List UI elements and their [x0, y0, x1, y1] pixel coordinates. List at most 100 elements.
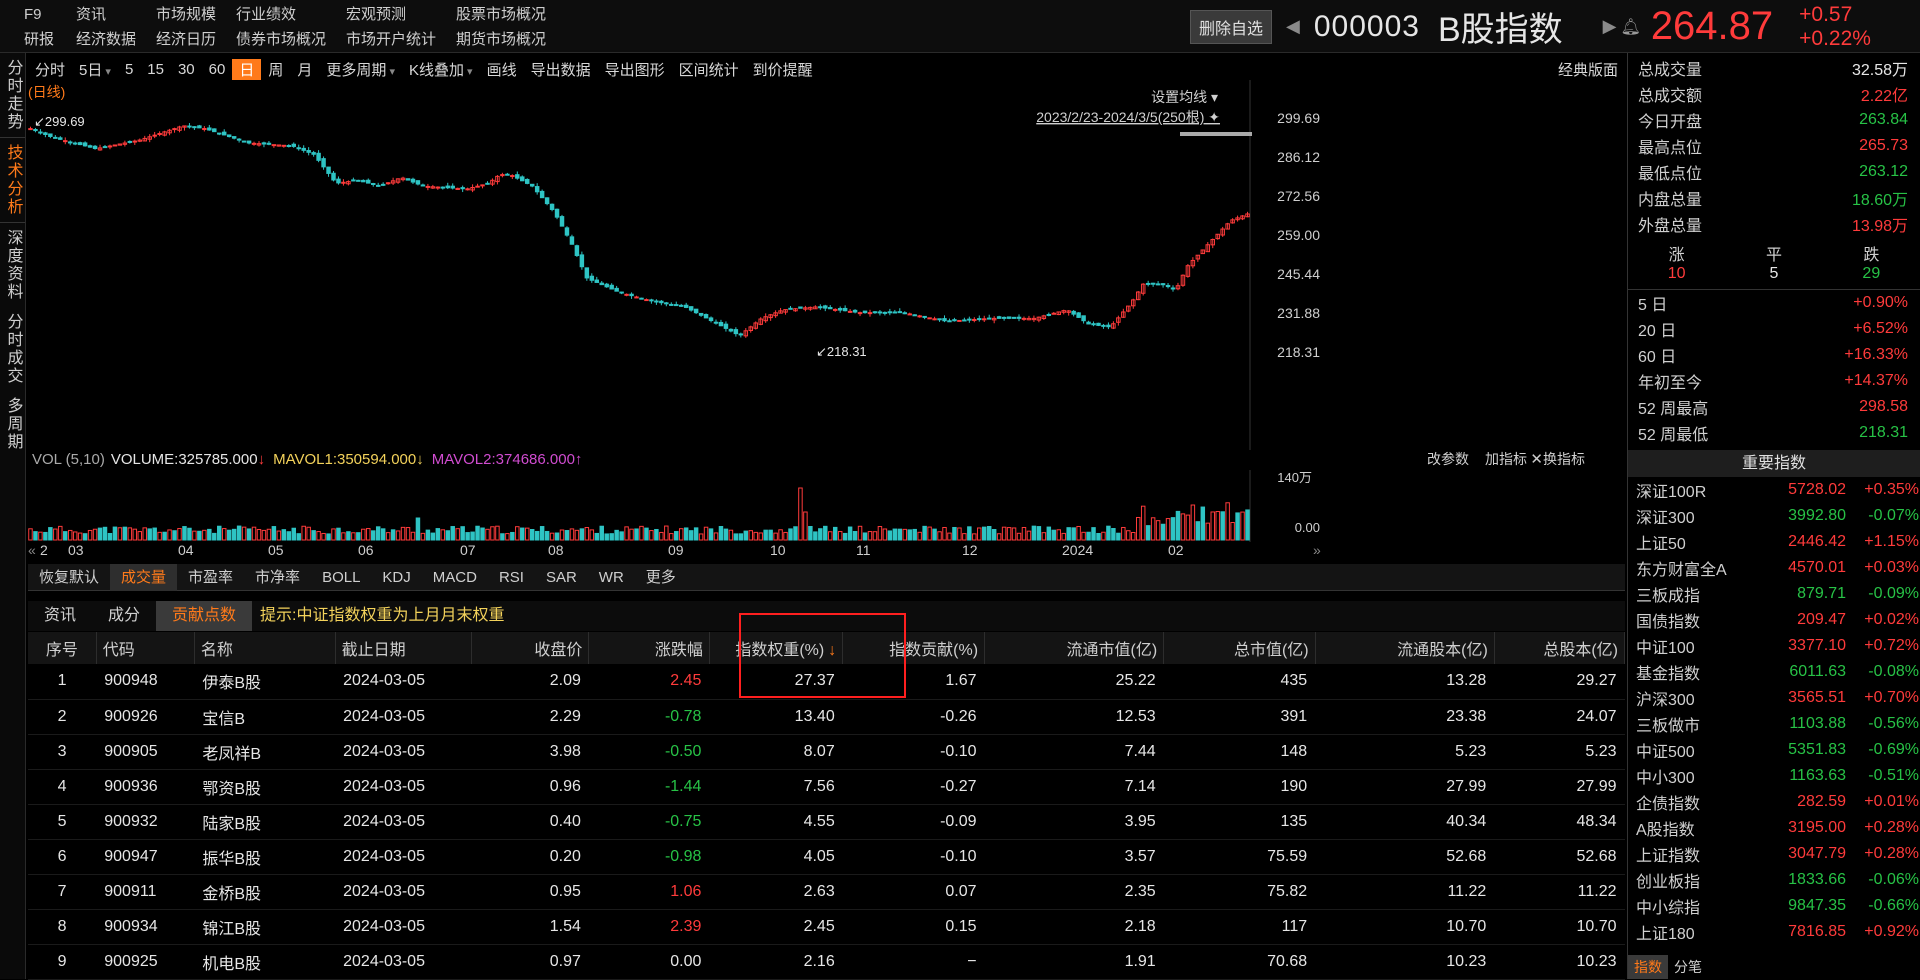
vol-action-button[interactable]: 改参数 — [1427, 451, 1469, 467]
chart-toolbar-item[interactable]: 5日 — [72, 59, 118, 80]
indicator-tab[interactable]: MACD — [432, 568, 477, 586]
next-stock-icon[interactable]: ▶ — [1602, 16, 1617, 36]
indicator-tab[interactable]: SAR — [545, 568, 577, 586]
table-row[interactable]: 8 900934 锦江B股 2024-03-05 1.54 2.39 2.45 0.15 2.1… — [28, 909, 1625, 945]
table-row[interactable]: 2 900926 宝信B 2024-03-05 2.29 -0.78 13.40 -0.26 1… — [28, 699, 1625, 735]
index-row[interactable]: 中证500 5351.83 -0.69% — [1628, 737, 1920, 763]
index-row[interactable]: 中证100 3377.10 +0.72% — [1628, 633, 1920, 659]
index-row[interactable]: 基金指数 6011.63 -0.08% — [1628, 659, 1920, 685]
index-row[interactable]: 国债指数 209.47 +0.02% — [1628, 607, 1920, 633]
index-row[interactable]: 深证100R 5728.02 +0.35% — [1628, 477, 1920, 503]
index-row[interactable]: 东方财富全A 4570.01 +0.03% — [1628, 555, 1920, 581]
sidebar-item[interactable]: 深度资料 — [0, 223, 25, 307]
indicator-tab[interactable]: 市净率 — [255, 568, 301, 586]
volume-chart[interactable]: 140万 0.00 — [28, 470, 1625, 542]
table-row[interactable]: 3 900905 老凤祥B 2024-03-05 3.98 -0.50 8.07 -0.10 7… — [28, 734, 1625, 770]
index-row[interactable]: 深证300 3992.80 -0.07% — [1628, 503, 1920, 529]
column-header[interactable]: 指数贡献(%) — [842, 632, 986, 664]
indicator-tab[interactable]: 恢复默认 — [39, 568, 100, 586]
indicator-tab[interactable]: 市盈率 — [188, 568, 234, 586]
column-header[interactable]: 收盘价 — [471, 632, 590, 664]
bottom-tab[interactable]: 指数 — [1628, 955, 1668, 979]
delete-watchlist-button[interactable]: 删除自选 — [1190, 9, 1273, 44]
index-row[interactable]: 上证50 2446.42 +1.15% — [1628, 529, 1920, 555]
column-header[interactable]: 指数权重(%) ↓ — [709, 632, 844, 664]
top-nav-item[interactable]: 债券市场概况 — [236, 31, 327, 48]
indicator-tab[interactable]: 成交量 — [110, 563, 178, 591]
column-header[interactable]: 流通股本(亿) — [1315, 632, 1495, 664]
chart-toolbar-item[interactable]: 分时 — [35, 61, 66, 79]
classic-layout-button[interactable]: 经典版面 — [1557, 61, 1618, 79]
index-row[interactable]: 沪深300 3565.51 +0.70% — [1628, 685, 1920, 711]
table-row[interactable]: 4 900936 鄂资B股 2024-03-05 0.96 -1.44 7.56 -0.27 7… — [28, 769, 1625, 805]
top-nav-item[interactable]: 经济日历 — [156, 31, 217, 48]
chart-toolbar-item[interactable]: 更多周期 — [319, 59, 402, 80]
kline-chart[interactable]: (日线) 设置均线 ▾ 2023/2/23-2024/3/5(250根) ✦ 299.… — [28, 80, 1625, 450]
top-nav-item[interactable]: 经济数据 — [76, 31, 137, 48]
column-header[interactable]: 总股本(亿) — [1494, 632, 1626, 664]
indicator-tab[interactable]: 更多 — [645, 568, 676, 586]
column-header[interactable]: 代码 — [96, 632, 195, 664]
chart-toolbar-item[interactable]: 画线 — [486, 61, 517, 79]
column-header[interactable]: 截止日期 — [335, 632, 473, 664]
indicator-tab[interactable]: RSI — [498, 568, 524, 586]
chart-toolbar-item[interactable]: 月 — [297, 61, 313, 79]
column-header[interactable]: 总市值(亿) — [1163, 632, 1316, 664]
chart-toolbar-item[interactable]: 5 — [124, 60, 134, 78]
ma-setting[interactable]: 设置均线 ▾ — [1151, 89, 1218, 105]
index-row[interactable]: A股指数 3195.00 +0.28% — [1628, 815, 1920, 841]
top-nav-item[interactable]: 期货市场概况 — [456, 31, 547, 48]
table-row[interactable]: 7 900911 金桥B股 2024-03-05 0.95 1.06 2.63 0.07 2.3… — [28, 874, 1625, 910]
bell-icon[interactable]: 🔔︎ — [1620, 18, 1641, 36]
sidebar-item[interactable]: 分时成交 — [0, 307, 25, 391]
table-row[interactable]: 9 900925 机电B股 2024-03-05 0.97 0.00 2.16−1.91 70… — [28, 944, 1625, 980]
top-nav-item[interactable]: F9 — [24, 6, 42, 23]
table-tab[interactable]: 成分 — [108, 607, 141, 624]
table-row[interactable]: 6 900947 振华B股 2024-03-05 0.20 -0.98 4.05 -0.10 3… — [28, 839, 1625, 875]
sidebar-item[interactable]: 分时走势 — [0, 53, 25, 137]
table-row[interactable]: 5 900932 陆家B股 2024-03-05 0.40 -0.75 4.55 -0.09 3… — [28, 804, 1625, 840]
chart-toolbar-item[interactable]: 导出图形 — [604, 61, 665, 79]
bottom-tab[interactable]: 分笔 — [1674, 959, 1702, 975]
chart-toolbar-item[interactable]: K线叠加 — [402, 59, 480, 80]
chart-toolbar-item[interactable]: 到价提醒 — [752, 61, 813, 79]
index-row[interactable]: 企债指数 282.59 +0.01% — [1628, 789, 1920, 815]
index-row[interactable]: 创业板指 1833.66 -0.06% — [1628, 867, 1920, 893]
top-nav-item[interactable]: 市场开户统计 — [346, 31, 437, 48]
chart-toolbar-item[interactable]: 60 — [208, 60, 226, 78]
top-nav-item[interactable]: 资讯 — [76, 6, 107, 23]
date-range[interactable]: 2023/2/23-2024/3/5(250根) ✦ — [1036, 109, 1220, 125]
range-scrollbar[interactable] — [1180, 132, 1252, 136]
column-header[interactable]: 名称 — [194, 632, 336, 664]
prev-stock-icon[interactable]: ◀ — [1286, 16, 1300, 36]
chart-toolbar-item[interactable]: 区间统计 — [678, 61, 739, 79]
column-header[interactable]: 序号 — [28, 632, 97, 664]
top-nav-item[interactable]: 股票市场概况 — [456, 6, 547, 23]
index-row[interactable]: 三板成指 879.71 -0.09% — [1628, 581, 1920, 607]
index-row[interactable]: 上证180 7816.85 +0.92% — [1628, 919, 1920, 945]
scroll-left-icon[interactable]: « — [28, 542, 36, 558]
chart-toolbar-item[interactable]: 日 — [232, 58, 262, 80]
close-vol-icon[interactable]: ✕ — [1530, 451, 1543, 468]
top-nav-item[interactable]: 行业绩效 — [236, 6, 297, 23]
column-header[interactable]: 涨跌幅 — [588, 632, 710, 664]
indicator-tab[interactable]: WR — [598, 568, 624, 586]
table-row[interactable]: 1 900948 伊泰B股 2024-03-05 2.09 2.45 27.37 1.67 25… — [28, 664, 1625, 700]
top-nav-item[interactable]: 宏观预测 — [346, 6, 407, 23]
top-nav-item[interactable]: 研报 — [24, 31, 55, 48]
chart-toolbar-item[interactable]: 导出数据 — [530, 61, 591, 79]
sidebar-item[interactable]: 技术分析 — [0, 137, 25, 223]
chart-toolbar-item[interactable]: 周 — [268, 61, 284, 79]
index-row[interactable]: 中小300 1163.63 -0.51% — [1628, 763, 1920, 789]
table-tab[interactable]: 贡献点数 — [156, 601, 253, 631]
chart-toolbar-item[interactable]: 15 — [147, 60, 164, 78]
sidebar-item[interactable]: 多周期 — [0, 391, 25, 457]
scroll-right-icon[interactable]: » — [1313, 542, 1321, 558]
indicator-tab[interactable]: KDJ — [382, 568, 411, 586]
table-tab[interactable]: 资讯 — [44, 607, 77, 624]
index-row[interactable]: 三板做市 1103.88 -0.56% — [1628, 711, 1920, 737]
vol-action-button[interactable]: 加指标 — [1485, 451, 1527, 467]
index-row[interactable]: 中小综指 9847.35 -0.66% — [1628, 893, 1920, 919]
index-row[interactable]: 上证指数 3047.79 +0.28% — [1628, 841, 1920, 867]
top-nav-item[interactable]: 市场规模 — [156, 6, 217, 23]
